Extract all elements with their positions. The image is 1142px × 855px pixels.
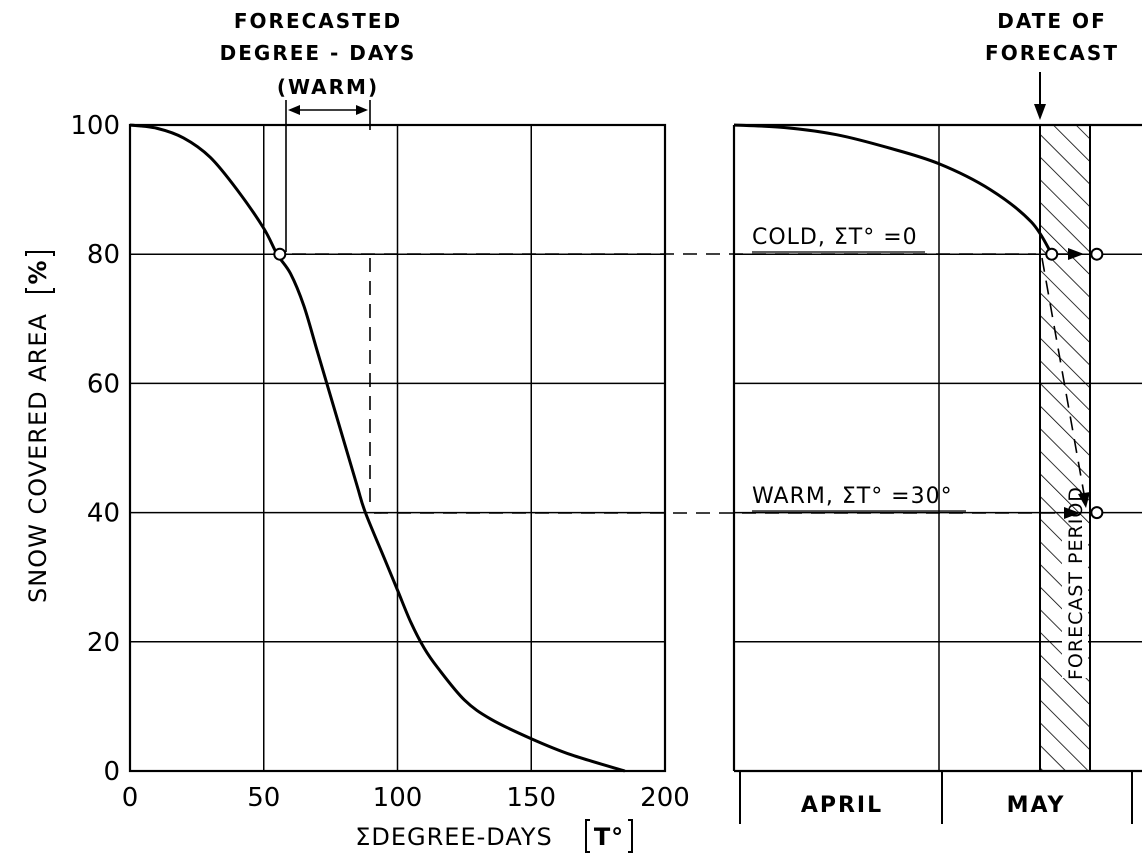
range-arrow-right: [356, 105, 368, 115]
y-unit-brackets: [25, 251, 55, 293]
left-x-tick-labels: 0 50 100 150 200: [122, 783, 690, 813]
left-panel: 0 20 40 60 80 100 0 50 100 150 200 SNOW COVERED A…: [24, 9, 690, 853]
cold-point-marker: [1090, 247, 1104, 261]
right-plot-frame: [732, 123, 1142, 771]
warm-range-label: (WARM): [277, 75, 379, 99]
date-arrow-head: [1034, 104, 1046, 120]
y-tick-100: 100: [70, 111, 120, 141]
left-point-80: [273, 247, 287, 261]
y-tick-60: 60: [87, 369, 120, 399]
right-depletion-curve: [733, 123, 1054, 256]
y-axis-unit: %: [24, 259, 52, 284]
x-tick-100: 100: [373, 783, 423, 813]
left-grid: [130, 125, 665, 771]
x-axis-unit: T°: [594, 823, 624, 851]
point-markers: [273, 247, 1104, 520]
y-tick-80: 80: [87, 240, 120, 270]
forecast-point-marker: [1045, 247, 1059, 261]
month-may: MAY: [1007, 793, 1066, 818]
left-depletion-curve: [129, 123, 626, 773]
y-axis-title: SNOW COVERED AREA %: [24, 251, 55, 603]
warm-horizontal-arrow-head: [1064, 507, 1080, 519]
x-unit-brackets: [585, 819, 633, 853]
forecast-period-label-bg: [1062, 528, 1088, 678]
date-of-forecast-line1: DATE OF: [997, 9, 1106, 33]
x-tick-200: 200: [640, 783, 690, 813]
warm-point-marker: [1090, 506, 1104, 520]
x-tick-150: 150: [506, 783, 556, 813]
left-y-tick-labels: 0 20 40 60 80 100: [70, 111, 120, 787]
y-tick-40: 40: [87, 499, 120, 529]
left-plot-frame: [128, 123, 667, 773]
right-panel: FORECAST PERIOD APRIL MAY DATE OF FORECA…: [732, 9, 1142, 824]
x-tick-0: 0: [122, 783, 139, 813]
forecast-period-label: FORECAST PERIOD: [1065, 486, 1087, 680]
forecast-dd-label-line2: DEGREE - DAYS: [220, 41, 417, 65]
x-axis-title: ΣDEGREE-DAYS: [355, 823, 553, 851]
y-tick-0: 0: [103, 757, 120, 787]
cold-arrow-head: [1068, 248, 1084, 260]
y-tick-20: 20: [87, 628, 120, 658]
date-of-forecast-line2: FORECAST: [985, 41, 1119, 65]
x-tick-50: 50: [247, 783, 280, 813]
range-arrow-left: [288, 105, 300, 115]
y-axis-title-text: SNOW COVERED AREA: [24, 313, 52, 603]
dashed-warm-path: [1041, 257, 1087, 506]
warm-scenario-label: WARM, ΣT° =30°: [752, 484, 953, 509]
month-april: APRIL: [801, 793, 883, 818]
warm-arrow-head: [1078, 492, 1090, 508]
cold-scenario-label: COLD, ΣT° =0: [752, 225, 918, 250]
forecast-dd-label-line1: FORECASTED: [234, 9, 402, 33]
